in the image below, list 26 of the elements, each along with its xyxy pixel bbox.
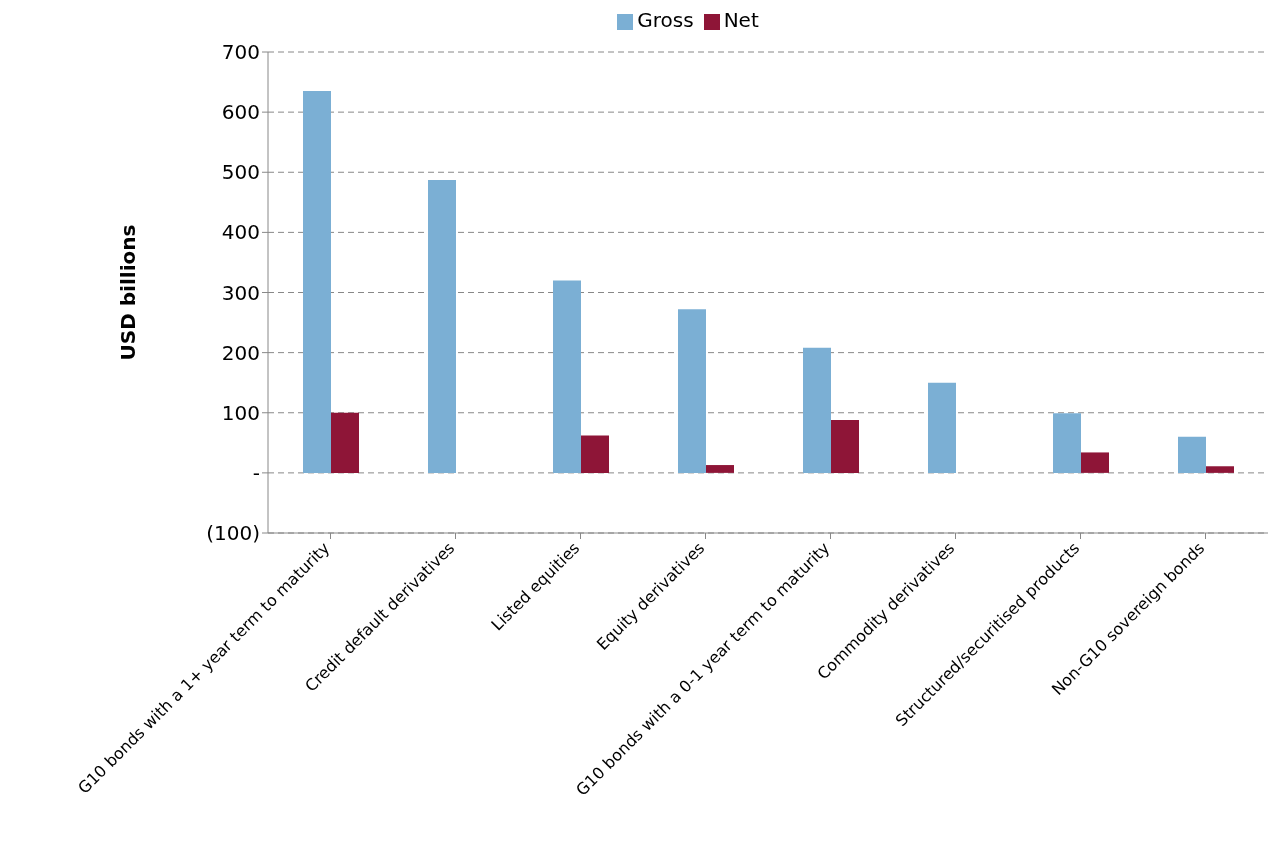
y-tick-label: 600: [221, 100, 260, 125]
bar: [303, 91, 331, 473]
bar: [1081, 452, 1109, 473]
bar: [678, 309, 706, 473]
y-tick-label: 200: [221, 340, 260, 365]
legend-label: Net: [723, 8, 759, 32]
bar: [928, 382, 956, 473]
bar: [1178, 436, 1206, 473]
bar: [706, 465, 734, 473]
y-tick-label: 500: [221, 160, 260, 185]
legend-label: Gross: [637, 8, 694, 32]
y-tick-label: (100): [206, 521, 260, 546]
y-tick-label: 100: [221, 400, 260, 425]
bar: [581, 435, 609, 473]
bar: [553, 280, 581, 473]
y-tick-label: -: [252, 460, 260, 485]
y-tick-label: 700: [221, 40, 260, 65]
y-tick-label: 400: [221, 220, 260, 245]
y-tick-label: 300: [221, 280, 260, 305]
bar: [1053, 413, 1081, 473]
bar: [831, 419, 859, 473]
y-axis-title: USD billions: [116, 224, 141, 361]
bar: [428, 180, 456, 473]
bar: [1206, 466, 1234, 473]
bar: [331, 412, 359, 473]
bar: [803, 347, 831, 473]
